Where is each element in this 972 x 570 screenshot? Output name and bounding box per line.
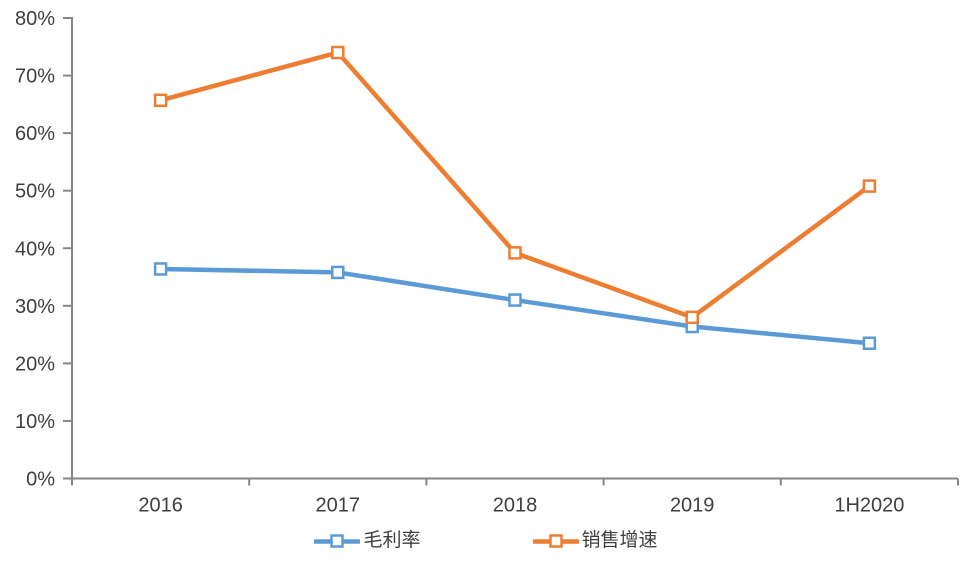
- legend-label: 销售增速: [581, 530, 658, 551]
- chart-legend: 毛利率 销售增速: [0, 531, 972, 550]
- data-point-marker: [331, 45, 345, 60]
- data-point-marker: [685, 310, 699, 325]
- legend-item-gross-margin[interactable]: 毛利率: [314, 530, 421, 551]
- data-point-marker: [153, 262, 168, 276]
- data-point-marker: [331, 265, 345, 280]
- y-axis-tick-label: 30%: [15, 296, 55, 318]
- y-axis-tick-label: 20%: [15, 353, 55, 375]
- x-axis-tick-label: 2019: [670, 495, 715, 517]
- x-axis-tick-label: 1H2020: [834, 495, 904, 517]
- y-axis-tick-label: 40%: [15, 238, 55, 260]
- data-point-marker: [508, 293, 522, 307]
- x-axis-tick-label: 2016: [138, 495, 183, 517]
- data-point-marker: [508, 246, 522, 260]
- line-chart: 0% 10% 20% 30% 40% 50% 60% 70% 80% 2016 2017 2018 20…: [15, 8, 959, 517]
- y-axis-tick-label: 60%: [15, 123, 55, 145]
- data-point-marker: [862, 179, 877, 193]
- y-axis-tick-label: 10%: [15, 411, 55, 433]
- legend-line-marker-icon: [314, 533, 361, 548]
- legend-label: 毛利率: [363, 530, 421, 551]
- y-axis-tick-label: 0%: [26, 469, 55, 491]
- x-axis-tick-label: 2018: [493, 495, 538, 517]
- y-axis-tick-label: 70%: [15, 66, 55, 88]
- series-line: [158, 50, 872, 320]
- legend-marker: [330, 533, 345, 548]
- y-axis-tick-label: 80%: [15, 8, 55, 30]
- data-point-marker: [862, 336, 877, 350]
- legend-line-marker-icon: [532, 533, 579, 548]
- x-axis-tick-label: 2017: [316, 495, 361, 517]
- data-point-marker: [153, 93, 168, 108]
- legend-marker: [548, 533, 563, 548]
- y-axis-tick-label: 50%: [15, 181, 55, 203]
- legend-item-sales-growth[interactable]: 销售增速: [532, 530, 658, 551]
